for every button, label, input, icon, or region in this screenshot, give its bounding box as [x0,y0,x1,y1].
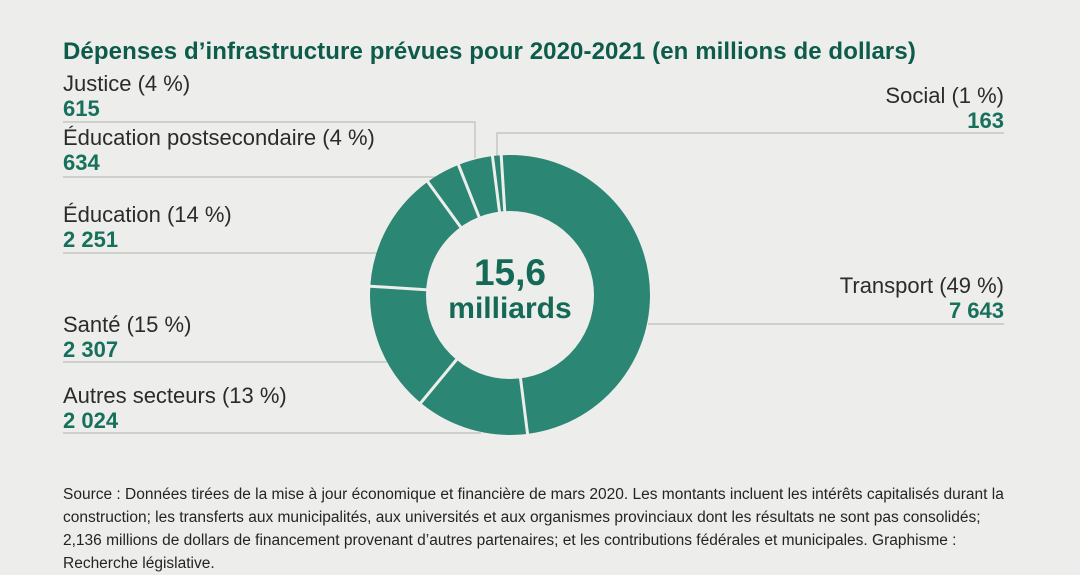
segment-label: Transport (49 %) [839,273,1004,298]
callout-transport: Transport (49 %) 7 643 [840,274,1004,322]
callout-education: Éducation (14 %) 2 251 [63,203,232,251]
callout-justice: Justice (4 %) 615 [63,72,190,120]
donut-center-total: 15,6 milliards [410,252,610,326]
leader-line-justice [63,121,476,158]
segment-separator [424,177,465,232]
segment-label: Éducation (14 %) [63,202,232,227]
segment-separator [490,151,502,216]
segment-separator [499,151,507,216]
callout-education-postsecondaire: Éducation postsecondaire (4 %) 634 [63,126,375,174]
segment-value: 7 643 [948,298,1004,323]
callout-autres-secteurs: Autres secteurs (13 %) 2 024 [63,384,287,432]
segment-label: Justice (4 %) [63,71,191,96]
leader-lines [63,121,1004,434]
segment-separator [366,284,431,292]
callout-sante: Santé (15 %) 2 307 [63,313,191,361]
donut-ring [370,155,650,435]
segment-separator [518,374,530,439]
segment-value: 2 024 [63,408,119,433]
segment-value: 634 [63,150,100,175]
callout-social: Social (1 %) 163 [885,84,1004,132]
segment-separator [455,160,482,222]
donut-segments [366,151,650,439]
total-value: 15,6 [473,252,546,293]
segment-value: 615 [63,96,100,121]
segment-label: Autres secteurs (13 %) [63,383,287,408]
segment-separator [417,355,461,407]
segment-label: Santé (15 %) [63,312,192,337]
total-unit: milliards [448,292,572,325]
segment-value: 163 [967,108,1004,133]
segment-label: Social (1 %) [885,83,1004,108]
segment-label: Éducation postsecondaire (4 %) [63,125,375,150]
segment-value: 2 307 [63,337,119,362]
leader-line-social [496,132,1004,157]
segment-value: 2 251 [63,227,119,252]
source-note: Source : Données tirées de la mise à jou… [63,485,1004,572]
page-title: Dépenses d’infrastructure prévues pour 2… [63,38,916,66]
